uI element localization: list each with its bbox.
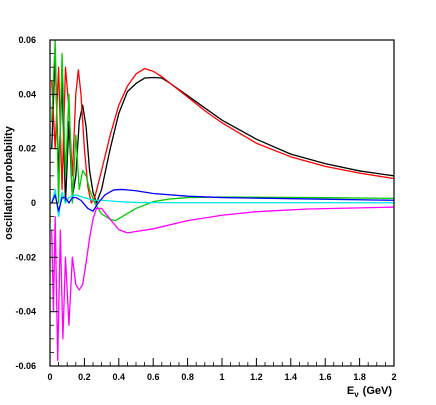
- x-tick-label: 2: [391, 372, 396, 382]
- y-tick-label: 0.04: [18, 89, 36, 99]
- series-line-5: [51, 188, 394, 212]
- x-axis-title-unit: (GeV): [363, 385, 393, 397]
- y-tick-label: 0.06: [18, 35, 36, 45]
- y-tick-label: -0.04: [15, 307, 36, 317]
- y-tick-label: 0.02: [18, 144, 36, 154]
- x-tick-label: 1: [219, 372, 224, 382]
- series-layer: [51, 40, 394, 362]
- y-tick-label: -0.02: [15, 252, 36, 262]
- x-tick-label: 1.4: [285, 372, 298, 382]
- x-tick-label: 0.2: [78, 372, 91, 382]
- y-tick-label: -0.06: [15, 361, 36, 371]
- x-tick-label: 0.8: [181, 372, 194, 382]
- x-tick-label: 1.6: [319, 372, 332, 382]
- y-axis-title: oscillation probability: [3, 125, 15, 240]
- series-line-4: [51, 188, 394, 218]
- series-line-1: [51, 52, 394, 204]
- x-axis-title-sub: ν: [354, 390, 359, 399]
- series-line-6: [51, 206, 394, 362]
- y-tick-label: 0: [31, 198, 36, 208]
- x-axis-title: Eν (GeV): [347, 385, 392, 399]
- x-tick-label: 0.6: [147, 372, 160, 382]
- x-tick-label: 0.4: [113, 372, 126, 382]
- x-tick-label: 1.8: [353, 372, 366, 382]
- x-tick-label: 0: [47, 372, 52, 382]
- ticks-layer: 0 0.2 0.4 0.6 0.8 1 1.2 1.4 1.6 1.8 2 -0.06 -0.04 -0.…: [15, 35, 396, 382]
- series-line-3: [51, 40, 394, 222]
- x-axis-title-main: E: [347, 385, 354, 397]
- x-tick-label: 1.2: [250, 372, 263, 382]
